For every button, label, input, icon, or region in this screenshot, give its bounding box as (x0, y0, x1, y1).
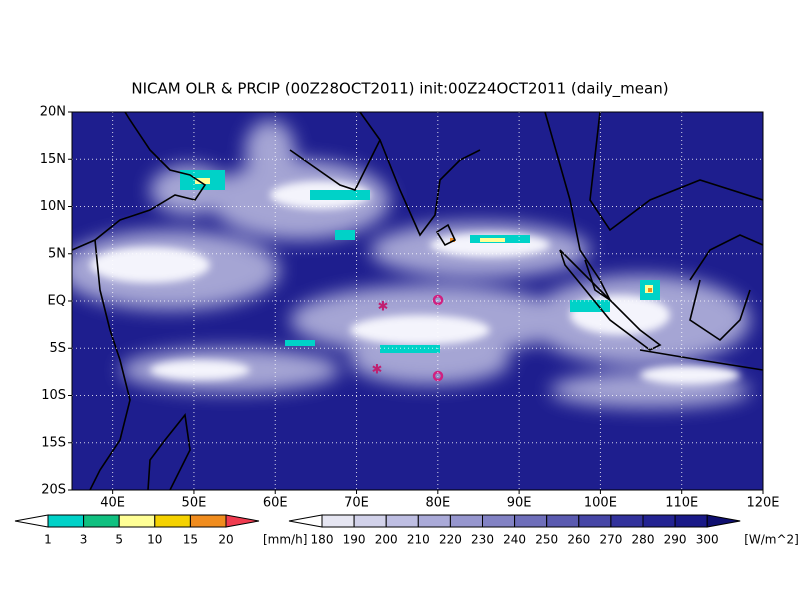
colorbar-box (642, 514, 676, 528)
lon-label: 40E (100, 496, 125, 511)
lon-label: 100E (584, 496, 617, 511)
colorbar-label: 10 (147, 533, 162, 547)
colorbar-label: 210 (407, 533, 430, 547)
colorbar-label: 3 (80, 533, 88, 547)
colorbar-box (385, 514, 419, 528)
colorbars: 1 3 5 10 15 20 [mm/h] 180 190 200 210 220 230 240 250 2… (14, 514, 799, 547)
colorbar-label: 250 (535, 533, 558, 547)
colorbar-box (674, 514, 708, 528)
colorbar-label: 20 (218, 533, 233, 547)
colorbar-box (449, 514, 483, 528)
lat-label: 10S (41, 388, 66, 403)
lat-label: 5N (48, 246, 66, 261)
lon-label: 50E (182, 496, 207, 511)
colorbar-box (353, 514, 387, 528)
colorbar-box (47, 514, 85, 528)
colorbar-box (514, 514, 548, 528)
colorbar-label: 180 (311, 533, 334, 547)
lat-label: 15S (41, 435, 66, 450)
lat-label: EQ (48, 294, 66, 309)
colorbar-label: 300 (696, 533, 719, 547)
colorbar-box (578, 514, 612, 528)
title: NICAM OLR & PRCIP (00Z28OCT2011) init:00… (131, 80, 668, 99)
colorbar-box (417, 514, 451, 528)
colorbar-label: 5 (115, 533, 123, 547)
svg-text:✱: ✱ (372, 363, 383, 378)
lat-label: 5S (49, 341, 66, 356)
graticule (72, 112, 763, 490)
colorbar-label: 230 (471, 533, 494, 547)
lat-label: 20S (41, 483, 66, 498)
colorbar-end (225, 514, 260, 528)
colorbar-label: 200 (375, 533, 398, 547)
colorbar-label: 190 (343, 533, 366, 547)
lon-label: 110E (665, 496, 698, 511)
colorbar-label: 270 (599, 533, 622, 547)
colorbar-end (288, 514, 323, 528)
colorbar-box (189, 514, 227, 528)
lon-label: 90E (507, 496, 532, 511)
axis-labels: 20N 15N 10N 5N EQ 5S 10S 15S 20S 40E 50E 60E 70E 80E 9… (40, 105, 780, 511)
colorbar-label: 290 (664, 533, 687, 547)
colorbar-box (546, 514, 580, 528)
colorbar-box (154, 514, 191, 528)
colorbar-box (610, 514, 644, 528)
colorbar-box (482, 514, 516, 528)
lat-label: 10N (40, 199, 66, 214)
colorbar-end (706, 514, 741, 528)
colorbar-unit: [mm/h] (263, 533, 307, 547)
colorbar-box (118, 514, 156, 528)
map-area: ✱✱ (72, 112, 763, 490)
colorbar-box (321, 514, 355, 528)
lat-label: 15N (40, 152, 66, 167)
colorbar-label: 280 (632, 533, 655, 547)
colorbar-label: 15 (183, 533, 198, 547)
colorbar-label: 1 (44, 533, 52, 547)
colorbar-label: 260 (567, 533, 590, 547)
lon-label: 70E (344, 496, 369, 511)
lon-label: 120E (746, 496, 779, 511)
lon-label: 80E (425, 496, 450, 511)
colorbar-label: 220 (439, 533, 462, 547)
colorbar-unit: [W/m^2] (744, 533, 799, 547)
lat-label: 20N (40, 105, 66, 120)
colorbar-end (14, 514, 49, 528)
lon-label: 60E (263, 496, 288, 511)
svg-text:✱: ✱ (378, 300, 389, 315)
colorbar-box (83, 514, 120, 528)
colorbar-label: 240 (503, 533, 526, 547)
